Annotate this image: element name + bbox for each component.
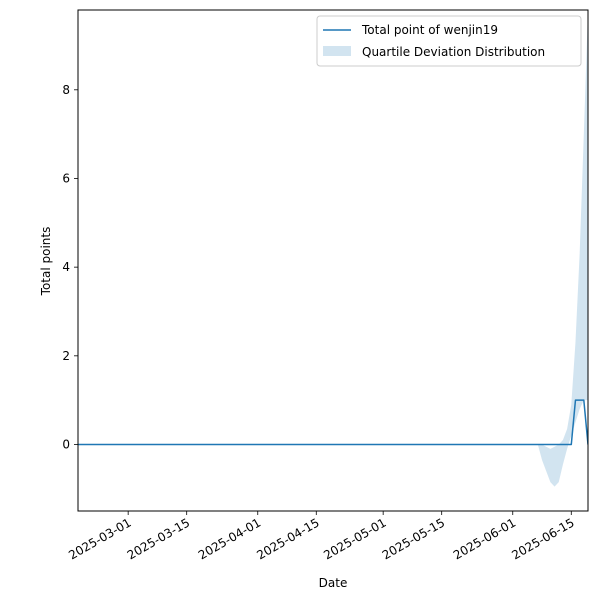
x-tick-label: 2025-05-01	[321, 515, 388, 562]
x-tick-label: 2025-03-01	[66, 515, 133, 562]
x-tick-label: 2025-03-15	[125, 515, 192, 562]
legend-label-band: Quartile Deviation Distribution	[362, 45, 545, 59]
x-tick-label: 2025-06-15	[509, 515, 576, 562]
legend-box	[316, 15, 582, 67]
x-tick-label: 2025-04-15	[254, 515, 321, 562]
plot-area	[77, 9, 589, 512]
x-axis-label: Date	[319, 576, 348, 590]
y-axis-ticks: 0 2 4 6 8	[62, 83, 78, 451]
x-tick-label: 2025-05-15	[380, 515, 447, 562]
plot-frame	[77, 9, 589, 512]
series-line	[78, 399, 588, 446]
y-tick-label: 6	[62, 171, 70, 185]
y-tick-label: 0	[62, 437, 70, 451]
y-tick-label: 4	[62, 260, 70, 274]
band-layer	[78, 10, 588, 487]
legend-label-line: Total point of wenjin19	[361, 23, 498, 37]
y-tick-label: 8	[62, 83, 70, 97]
quartile-band	[78, 10, 588, 487]
legend-band-swatch	[323, 46, 351, 56]
legend: Total point of wenjin19 Quartile Deviati…	[316, 15, 582, 67]
y-tick-label: 2	[62, 349, 70, 363]
x-tick-label: 2025-06-01	[451, 515, 518, 562]
y-axis-label: Total points	[39, 227, 53, 297]
x-tick-label: 2025-04-01	[196, 515, 263, 562]
line-layer	[78, 399, 588, 446]
